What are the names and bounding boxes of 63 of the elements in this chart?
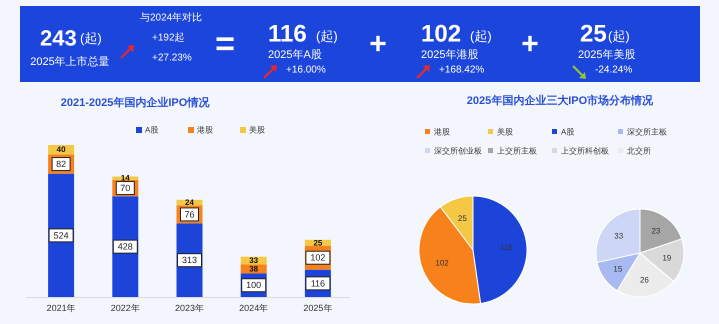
legend-label: 上交所主板 <box>497 146 537 156</box>
data-label: 25 <box>458 214 468 223</box>
legend-label: 港股 <box>434 128 450 136</box>
data-label: 38 <box>249 264 259 274</box>
legend-label: 上交所科创板 <box>561 146 609 156</box>
data-label: 14 <box>120 174 130 183</box>
bar <box>48 174 74 297</box>
data-label: 33 <box>614 231 624 240</box>
x-tick-label: 2025年 <box>303 303 332 313</box>
data-label: 26 <box>640 275 650 284</box>
text: +168.42% <box>439 64 484 76</box>
text: +27.23% <box>152 52 192 64</box>
data-label: 40 <box>56 145 66 154</box>
data-label: 428 <box>118 242 133 252</box>
text: +16.00% <box>286 64 326 76</box>
data-label: 116 <box>500 243 514 252</box>
data-label: 19 <box>662 254 672 263</box>
x-tick-label: 2024年 <box>239 303 268 313</box>
legend-label: 深交所创业板 <box>434 146 482 156</box>
chart-title: 2021-2025年国内企业IPO情况 <box>60 96 210 109</box>
text: 116 <box>268 20 307 48</box>
data-label: 82 <box>56 159 66 170</box>
x-tick-label: 2021年 <box>46 303 76 313</box>
legend-label: 美股 <box>249 126 265 134</box>
text: (起) <box>470 28 492 44</box>
legend-label: 深交所主板 <box>627 128 667 136</box>
text: + <box>521 28 539 60</box>
legend-label: 北交所 <box>627 146 651 156</box>
data-label: 23 <box>651 226 661 236</box>
data-label: 25 <box>313 238 323 248</box>
text: (起) <box>80 30 102 46</box>
data-label: 524 <box>54 230 69 240</box>
legend-label: 港股 <box>197 126 213 134</box>
text: 与2024年对比 <box>140 12 202 24</box>
data-label: 15 <box>613 264 623 274</box>
text: 2025年美股 <box>578 48 636 61</box>
data-label: 33 <box>249 256 259 266</box>
text: (起) <box>316 28 338 44</box>
text: + <box>369 28 387 60</box>
legend-label: A股 <box>561 128 574 136</box>
text: 2025年A股 <box>268 49 322 61</box>
data-label: 100 <box>246 280 262 290</box>
text: +192起 <box>152 32 185 44</box>
x-tick-label: 2023年 <box>174 303 204 313</box>
data-label: 116 <box>310 278 326 288</box>
x-tick-label: 2022年 <box>110 303 140 313</box>
chart-title: 2025年国内企业三大IPO市场分布情况 <box>466 94 654 107</box>
data-label: 76 <box>184 209 195 220</box>
legend-label: 美股 <box>497 128 513 136</box>
data-label: 313 <box>182 255 198 266</box>
data-label: 102 <box>310 252 326 263</box>
data-label: 70 <box>120 183 130 194</box>
text: 2025年上市总量 <box>30 55 110 68</box>
text: (起) <box>608 28 630 44</box>
text: 2025年港股 <box>421 48 478 61</box>
text: -24.24% <box>595 64 632 76</box>
data-label: 24 <box>185 198 194 208</box>
text: 243 <box>40 26 77 50</box>
text: 102 <box>421 20 462 48</box>
text: 25 <box>580 20 607 48</box>
data-label: 102 <box>435 258 450 268</box>
text: = <box>215 25 235 63</box>
legend-label: A股 <box>145 126 158 134</box>
